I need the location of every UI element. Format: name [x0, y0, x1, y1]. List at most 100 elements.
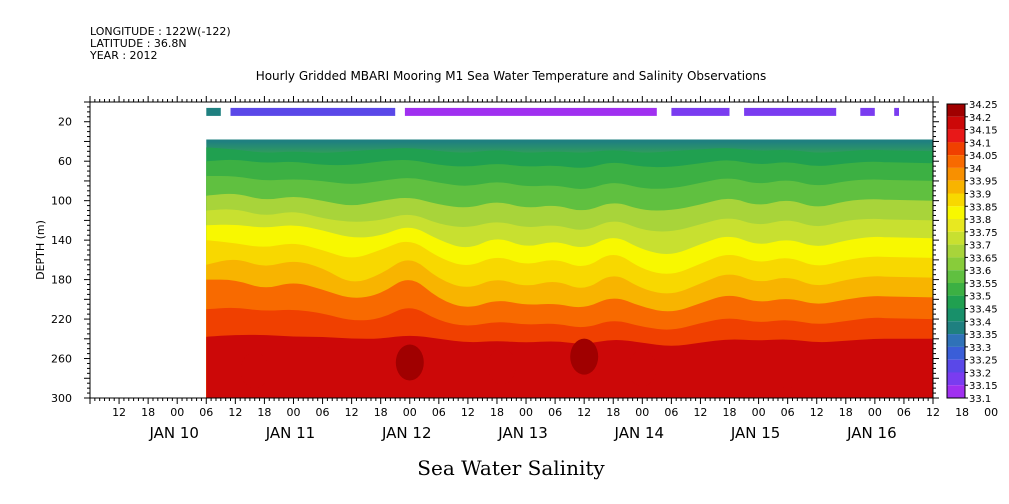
colorbar-label: 34 [969, 164, 982, 175]
deep-core [628, 350, 657, 387]
chart-title: Hourly Gridded MBARI Mooring M1 Sea Wate… [256, 69, 767, 83]
longitude-label: LONGITUDE : 122W(-122) [90, 25, 231, 38]
deep-core [487, 348, 516, 385]
y-tick-label: 20 [58, 116, 72, 129]
x-tick-label: 00 [286, 406, 300, 419]
x-day-label: JAN 16 [846, 424, 897, 442]
x-tick-label: 18 [374, 406, 388, 419]
x-tick-label: 18 [955, 406, 969, 419]
surface-segment [230, 107, 396, 116]
colorbar-label: 34.25 [969, 100, 998, 111]
y-tick-label: 260 [51, 353, 72, 366]
colorbar-swatch [947, 295, 965, 309]
colorbar-label: 33.8 [969, 215, 991, 226]
x-day-label: JAN 15 [730, 424, 781, 442]
x-tick-label: 12 [345, 406, 359, 419]
colorbar-label: 33.95 [969, 177, 998, 188]
colorbar-swatch [947, 142, 965, 156]
colorbar-swatch [947, 270, 965, 283]
colorbar-label: 33.35 [969, 330, 998, 341]
deep-core [395, 344, 424, 381]
colorbar-label: 33.6 [969, 266, 991, 277]
x-tick-label: 18 [257, 406, 271, 419]
colorbar-label: 33.85 [969, 202, 998, 213]
y-tick-label: 220 [51, 313, 72, 326]
surface-segment [671, 107, 730, 116]
surface-segment [860, 107, 875, 116]
x-tick-label: 18 [723, 406, 737, 419]
surface-segment [744, 107, 837, 116]
x-tick-label: 06 [664, 406, 678, 419]
colorbar-swatch [947, 257, 965, 271]
surface-segment [404, 107, 657, 116]
x-tick-label: 00 [868, 406, 882, 419]
colorbar-swatch [947, 321, 965, 335]
x-tick-label: 00 [403, 406, 417, 419]
colorbar-label: 33.3 [969, 343, 991, 354]
colorbar-label: 34.05 [969, 151, 998, 162]
colorbar-swatch [947, 308, 965, 322]
colorbar-label: 34.2 [969, 113, 991, 124]
x-tick-label: 12 [577, 406, 591, 419]
x-tick-label: 00 [170, 406, 184, 419]
y-axis: 20 60 100 140 180 220 260 300 [51, 101, 939, 405]
colorbar-label: 33.25 [969, 356, 998, 367]
colorbar-label: 34.1 [969, 138, 991, 149]
colorbar-swatch [947, 104, 965, 117]
colorbar: 33.1 33.15 33.233.25 33.3 33.35 33.433.45 33.5… [946, 100, 998, 405]
colorbar-swatch [947, 334, 965, 347]
x-tick-label: 18 [606, 406, 620, 419]
deep-core [240, 352, 269, 389]
x-tick-label: 12 [810, 406, 824, 419]
x-tick-label: 00 [752, 406, 766, 419]
y-tick-label: 180 [51, 274, 72, 287]
x-day-label: JAN 10 [148, 424, 199, 442]
colorbar-swatch [947, 346, 965, 360]
x-day-label: JAN 11 [265, 424, 316, 442]
colorbar-label: 33.15 [969, 381, 998, 392]
colorbar-swatch [947, 180, 965, 194]
x-tick-label: 18 [839, 406, 853, 419]
colorbar-label: 33.65 [969, 253, 998, 264]
colorbar-swatch [947, 244, 965, 258]
colorbar-swatch [947, 372, 965, 386]
colorbar-swatch [947, 231, 965, 245]
x-tick-label: 00 [984, 406, 998, 419]
colorbar-label: 33.45 [969, 305, 998, 316]
surface-segment [894, 107, 899, 116]
x-axis: 12 18 00 06 12 18 00 06 12 18 00 06 12 18 00 06 12 18 00 06… [89, 96, 998, 442]
latitude-label: LATITUDE : 36.8N [90, 37, 187, 50]
colorbar-swatch [947, 359, 965, 373]
y-tick-label: 60 [58, 155, 72, 168]
x-tick-label: 12 [926, 406, 940, 419]
x-tick-label: 18 [490, 406, 504, 419]
colorbar-label: 33.55 [969, 279, 998, 290]
colorbar-swatch [947, 193, 965, 207]
x-tick-label: 06 [316, 406, 330, 419]
colorbar-label: 33.2 [969, 368, 991, 379]
surface-segment [206, 107, 221, 116]
x-tick-label: 06 [781, 406, 795, 419]
x-axis-label: Sea Water Salinity [417, 456, 605, 480]
x-tick-label: 06 [432, 406, 446, 419]
x-tick-label: 12 [693, 406, 707, 419]
x-day-label: JAN 12 [381, 424, 432, 442]
colorbar-label: 33.1 [969, 394, 991, 405]
colorbar-swatch [947, 155, 965, 168]
salinity-field [206, 139, 933, 398]
colorbar-frame [946, 103, 966, 399]
surface-band [206, 107, 899, 116]
y-tick-label: 300 [51, 392, 72, 405]
year-label: YEAR : 2012 [89, 49, 158, 62]
colorbar-label: 33.4 [969, 317, 991, 328]
colorbar-swatch [947, 385, 965, 398]
x-tick-label: 12 [228, 406, 242, 419]
x-tick-label: 06 [897, 406, 911, 419]
colorbar-swatch [947, 116, 965, 130]
x-tick-label: 06 [548, 406, 562, 419]
x-day-label: JAN 13 [497, 424, 548, 442]
colorbar-swatch [947, 129, 965, 143]
x-tick-label: 00 [519, 406, 533, 419]
x-tick-label: 18 [141, 406, 155, 419]
